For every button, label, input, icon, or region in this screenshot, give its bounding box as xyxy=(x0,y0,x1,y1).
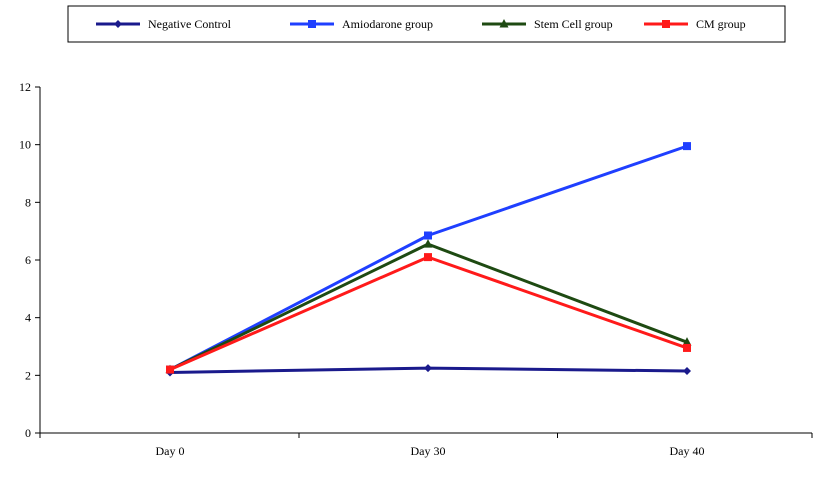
series-negative-control xyxy=(166,364,691,377)
legend-label: Negative Control xyxy=(148,17,232,31)
series-cm-group xyxy=(166,253,691,374)
chart-plot-area xyxy=(165,142,692,377)
legend-swatch-marker xyxy=(308,20,316,28)
legend-item-cm-group: CM group xyxy=(644,17,746,31)
y-tick-label: 10 xyxy=(19,138,31,152)
legend-label: Stem Cell group xyxy=(534,17,613,31)
data-point xyxy=(424,364,432,373)
series-line xyxy=(169,242,688,371)
y-tick-label: 12 xyxy=(19,80,31,94)
legend-item-amiodarone-group: Amiodarone group xyxy=(290,17,433,31)
chart-axes: 0 2 4 6 8 10 12 Day 0 Day 30 Day 40 xyxy=(19,80,813,458)
x-tick-label: Day 0 xyxy=(156,444,185,458)
data-point xyxy=(424,253,432,262)
legend-item-stem-cell-group: Stem Cell group xyxy=(482,17,613,31)
legend-label: Amiodarone group xyxy=(342,17,433,31)
chart-legend: Negative Control Amiodarone group Stem Cel… xyxy=(67,5,786,43)
data-point xyxy=(683,367,691,376)
data-point xyxy=(682,337,692,346)
legend-swatch-marker xyxy=(114,20,122,28)
y-tick-label: 8 xyxy=(25,195,31,209)
data-point xyxy=(424,231,432,240)
y-tick-label: 0 xyxy=(25,426,31,440)
y-tick-label: 4 xyxy=(25,311,31,325)
x-tick-label: Day 30 xyxy=(411,444,446,458)
legend-swatch-marker xyxy=(662,20,670,28)
legend-swatch-marker xyxy=(499,19,509,28)
data-point xyxy=(683,343,691,352)
x-tick-label: Day 40 xyxy=(670,444,705,458)
data-point xyxy=(423,239,433,248)
legend-item-negative-control: Negative Control xyxy=(96,17,232,31)
data-point xyxy=(166,365,174,374)
y-tick-label: 6 xyxy=(25,253,31,267)
y-tick-label: 2 xyxy=(25,368,31,382)
legend-label: CM group xyxy=(696,17,746,31)
data-point xyxy=(683,142,691,151)
